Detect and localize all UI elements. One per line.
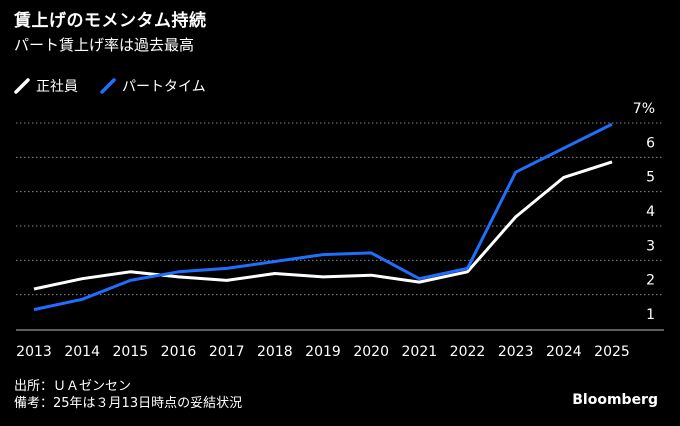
y-tick-label: 7%	[633, 101, 655, 117]
y-tick-label: 5	[646, 170, 655, 186]
series-line-parttime	[33, 122, 613, 312]
y-tick-label: 3	[646, 238, 655, 254]
x-tick-label: 2016	[161, 344, 197, 360]
legend-swatch-parttime-icon	[100, 78, 116, 94]
series-layer	[33, 122, 613, 312]
x-tick-label: 2023	[498, 344, 534, 360]
x-tick-label: 2013	[16, 344, 52, 360]
legend-swatch-regular-icon	[14, 78, 30, 94]
x-tick-label: 2014	[64, 344, 100, 360]
source-note: 出所：ＵＡゼンセン	[14, 379, 132, 394]
footer: 出所：ＵＡゼンセン 備考：25年は３月13日時点の妥結状況	[14, 378, 242, 412]
legend-item-regular: 正社員	[14, 76, 78, 96]
series-line-regular	[33, 160, 613, 291]
x-tick-label: 2024	[546, 344, 582, 360]
y-tick-label: 2	[646, 273, 655, 289]
grid-layer	[16, 122, 664, 331]
chart-title: 賃上げのモメンタム持続	[14, 11, 207, 31]
x-tick-label: 2019	[305, 344, 341, 360]
x-tick-label: 2018	[257, 344, 293, 360]
legend: 正社員 パートタイム	[14, 76, 228, 96]
legend-item-parttime: パートタイム	[100, 76, 206, 96]
y-tick-label: 6	[646, 135, 655, 151]
remark-note: 備考：25年は３月13日時点の妥結状況	[14, 396, 243, 411]
x-tick-label: 2022	[450, 344, 486, 360]
legend-label-parttime: パートタイム	[122, 79, 206, 95]
x-tick-label: 2025	[594, 344, 630, 360]
y-tick-label: 4	[646, 204, 655, 220]
brand-logo: Bloomberg	[572, 392, 658, 408]
y-tick-label: 1	[646, 307, 655, 323]
y-tick-labels: 1 2 3 4 5 6 7%	[633, 101, 655, 323]
x-tick-label: 2017	[209, 344, 245, 360]
legend-label-regular: 正社員	[36, 79, 78, 95]
x-tick-labels: 2013 2014 2015 2016 2017 2018 2019 2020 2021 2022…	[16, 344, 630, 360]
x-tick-label: 2020	[353, 344, 389, 360]
x-tick-label: 2015	[113, 344, 149, 360]
chart-subtitle: パート賃上げ率は過去最高	[14, 36, 195, 54]
x-tick-label: 2021	[402, 344, 438, 360]
